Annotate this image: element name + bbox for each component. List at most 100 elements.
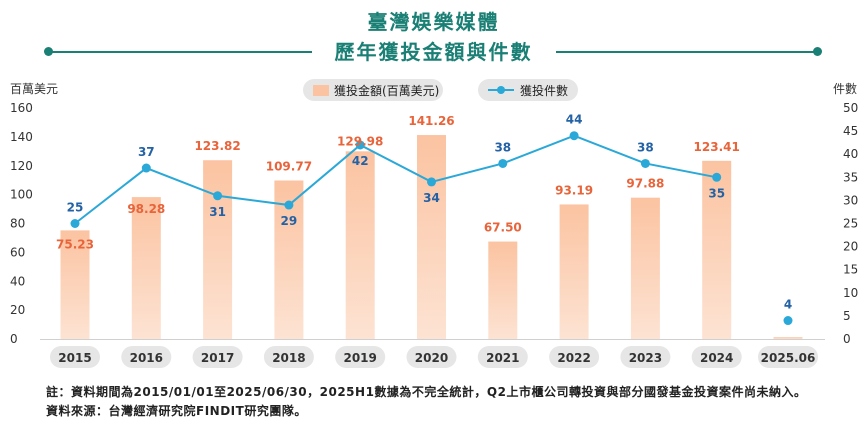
x-category-label: 2019: [343, 351, 376, 365]
line-point: [284, 200, 294, 210]
legend-item-bars: 獲投金額(百萬美元): [303, 79, 443, 101]
bar: [773, 337, 803, 339]
y-tick-right: 20: [843, 240, 858, 254]
bar: [417, 135, 446, 339]
x-category-pill: [477, 346, 528, 368]
y-axis-unit-right: 件數: [833, 82, 858, 96]
line-series-path: [74, 134, 717, 225]
line-point: [569, 131, 579, 141]
bar: [203, 160, 233, 339]
x-category-pill: [121, 346, 172, 368]
bar-value-label: 97.88: [626, 177, 664, 191]
title-rule-left: [50, 51, 312, 53]
legend-bar-label: 獲投金額(百萬美元): [334, 83, 440, 98]
bar: [131, 197, 161, 339]
bar: [630, 197, 660, 339]
x-category-pill: [406, 346, 457, 368]
bar: [559, 204, 589, 339]
legend-item-line: 獲投件數: [478, 79, 578, 101]
bar: [488, 241, 518, 339]
y-tick-right: 30: [843, 193, 858, 207]
x-category-pill: [263, 346, 314, 368]
bar-value-label: 75.23: [56, 237, 94, 251]
legend-line-label: 獲投件數: [520, 83, 569, 98]
y-tick-right: 0: [843, 332, 851, 346]
bar: [345, 151, 375, 339]
chart-note: 註：資料期間為2015/01/01至2025/06/30，2025H1數據為不完…: [46, 385, 807, 399]
line-value-label: 38: [637, 140, 654, 154]
title-dot-left: [44, 47, 53, 56]
bar-value-label: 67.50: [484, 221, 522, 235]
y-tick-right: 45: [843, 124, 858, 138]
bar: [60, 230, 90, 339]
x-category-pill: [50, 346, 100, 368]
line-point: [141, 163, 151, 173]
y-tick-left: 100: [10, 188, 33, 202]
line-point: [640, 158, 650, 168]
line-point: [498, 158, 508, 168]
bar-value-label: 123.82: [194, 139, 240, 153]
x-category-label: 2024: [700, 351, 733, 365]
line-value-label: 37: [138, 145, 155, 159]
line-point: [355, 140, 365, 150]
x-category-pill: [192, 346, 243, 368]
line-value-label: 44: [566, 113, 583, 127]
title-dot-right: [813, 47, 822, 56]
bar: [702, 160, 732, 339]
line-value-label: 31: [209, 205, 226, 219]
y-tick-right: 35: [843, 170, 858, 184]
y-tick-left: 140: [10, 130, 33, 144]
y-tick-right: 50: [843, 101, 858, 115]
y-tick-left: 20: [10, 303, 25, 317]
y-tick-right: 5: [843, 309, 851, 323]
chart-title-line1: 臺灣娛樂媒體: [367, 10, 500, 34]
bar-value-label: 129.98: [337, 134, 383, 148]
y-axis-unit-left: 百萬美元: [10, 82, 59, 96]
line-value-label: 35: [708, 186, 725, 200]
line-value-label: 34: [423, 191, 440, 205]
title-rule-right: [556, 51, 818, 53]
bar-value-label: 93.19: [555, 183, 593, 197]
y-tick-left: 160: [10, 101, 33, 115]
x-category-label: 2022: [557, 351, 590, 365]
line-point: [427, 177, 436, 187]
line-point: [783, 316, 793, 326]
x-category-label: 2016: [130, 351, 163, 365]
x-category-pill: [758, 346, 818, 368]
x-category-label: 2015: [58, 351, 91, 365]
x-category-pill: [691, 346, 742, 368]
x-category-label: 2020: [415, 351, 448, 365]
y-tick-right: 15: [843, 263, 858, 277]
x-category-label: 2025.06: [761, 351, 816, 365]
bar-value-label: 123.41: [694, 140, 740, 154]
legend-bar-swatch: [313, 84, 329, 96]
y-tick-right: 10: [843, 286, 858, 300]
line-value-label: 25: [67, 201, 84, 215]
line-value-label: 4: [784, 298, 792, 312]
line-point: [70, 219, 80, 228]
y-tick-left: 60: [10, 245, 25, 259]
legend-line-swatch: [488, 86, 514, 94]
bar-value-label: 98.28: [127, 202, 165, 216]
y-tick-left: 80: [10, 217, 25, 231]
bar-value-label: 141.26: [408, 114, 454, 128]
y-tick-left: 40: [10, 274, 25, 288]
x-category-pill: [620, 346, 671, 368]
chart-title-line2: 歷年獲投金額與件數: [334, 40, 533, 64]
line-point: [213, 191, 223, 201]
x-category-label: 2018: [272, 351, 305, 365]
y-tick-right: 25: [843, 217, 858, 231]
x-category-label: 2021: [486, 351, 519, 365]
line-value-label: 42: [352, 154, 369, 168]
line-value-label: 38: [494, 140, 511, 154]
y-tick-left: 120: [10, 159, 33, 173]
y-tick-right: 40: [843, 147, 858, 161]
x-category-pill: [549, 346, 600, 368]
x-category-pill: [335, 346, 386, 368]
bar-value-label: 109.77: [266, 160, 312, 174]
chart-source: 資料來源：台灣經濟研究院FINDIT研究團隊。: [46, 404, 307, 418]
x-category-label: 2017: [201, 351, 234, 365]
x-category-label: 2023: [629, 351, 662, 365]
